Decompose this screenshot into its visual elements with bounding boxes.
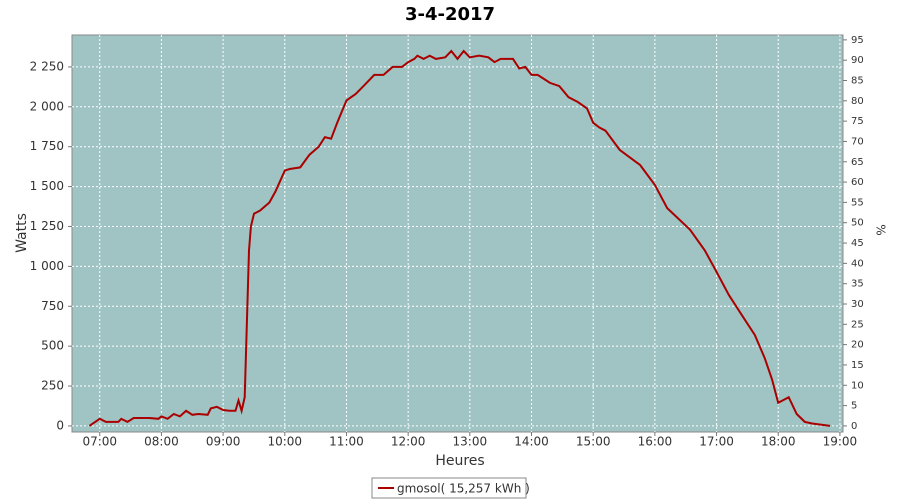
x-tick-label: 15:00	[576, 435, 611, 449]
y2-tick-label: 70	[851, 136, 864, 147]
y-tick-label: 750	[41, 299, 64, 313]
x-tick-label: 09:00	[206, 435, 241, 449]
x-tick-label: 07:00	[82, 435, 117, 449]
legend-label: gmosol( 15,257 kWh )	[397, 482, 530, 496]
y2-tick-label: 40	[851, 258, 864, 269]
y2-tick-label: 10	[851, 380, 864, 391]
y2-tick-label: 90	[851, 55, 864, 66]
y2-tick-label: 60	[851, 177, 864, 188]
series-line	[88, 49, 831, 427]
x-tick-label: 16:00	[638, 435, 673, 449]
y2-tick-label: 85	[851, 76, 864, 87]
y2-tick-label: 15	[851, 360, 864, 371]
y-tick-label: 0	[56, 418, 64, 432]
y-tick-label: 1 000	[30, 259, 64, 273]
x-tick-label: 12:00	[391, 435, 426, 449]
y2-tick-label: 50	[851, 218, 864, 229]
legend-box	[371, 477, 527, 499]
y2-tick-label: 5	[851, 401, 857, 412]
y2-tick-label: 25	[851, 319, 864, 330]
y-tick-label: 1 500	[30, 179, 64, 193]
x-tick-label: 17:00	[699, 435, 734, 449]
plot-area	[71, 34, 844, 433]
y2-axis-label: %	[874, 224, 888, 235]
x-tick-label: 18:00	[761, 435, 796, 449]
y2-tick-label: 80	[851, 96, 864, 107]
y-axis-label: Watts	[14, 213, 30, 253]
x-axis-label: Heures	[435, 453, 484, 469]
y2-tick-label: 45	[851, 238, 864, 249]
y2-tick-label: 95	[851, 35, 864, 46]
y2-tick-label: 75	[851, 116, 864, 127]
x-tick-label: 11:00	[329, 435, 364, 449]
y2-tick-label: 0	[851, 421, 857, 432]
x-tick-label: 19:00	[823, 435, 858, 449]
y2-tick-label: 20	[851, 340, 864, 351]
y2-tick-label: 30	[851, 299, 864, 310]
x-tick-label: 14:00	[514, 435, 549, 449]
y-tick-label: 1 250	[30, 219, 64, 233]
y-tick-label: 1 750	[30, 139, 64, 153]
x-tick-label: 10:00	[267, 435, 302, 449]
y2-tick-label: 35	[851, 279, 864, 290]
y2-tick-label: 55	[851, 197, 864, 208]
y-tick-label: 250	[41, 379, 64, 393]
y2-tick-label: 65	[851, 157, 864, 168]
y-tick-label: 2 000	[30, 99, 64, 113]
x-tick-label: 08:00	[144, 435, 179, 449]
y-tick-label: 500	[41, 339, 64, 353]
y-tick-label: 2 250	[30, 59, 64, 73]
chart-title: 3-4-2017	[405, 4, 495, 25]
x-tick-label: 13:00	[453, 435, 488, 449]
